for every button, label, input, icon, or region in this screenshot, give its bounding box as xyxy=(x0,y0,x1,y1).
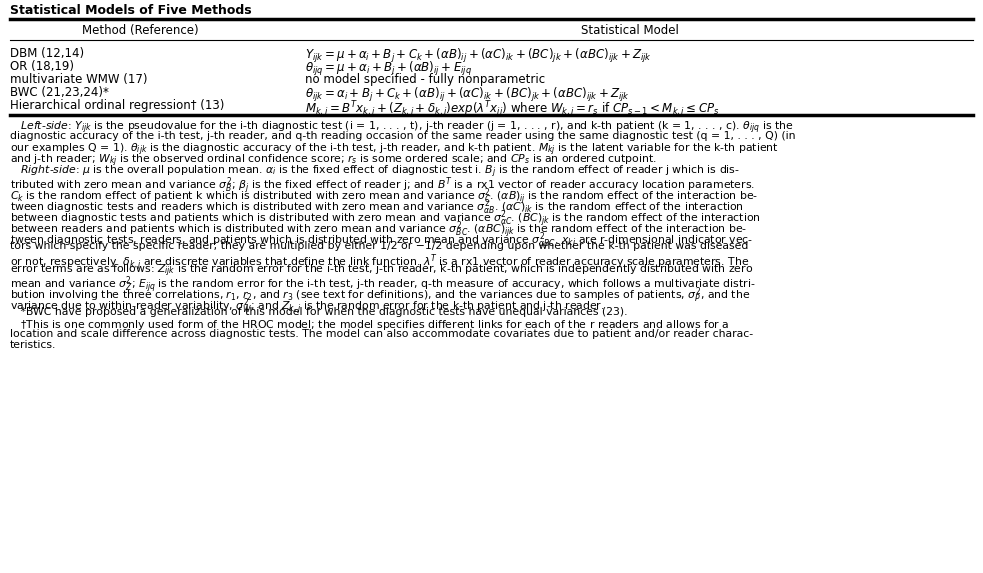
Text: error terms are as follows: $Z_{ijk}$ is the random error for the i-th test, j-t: error terms are as follows: $Z_{ijk}$ is… xyxy=(10,263,753,280)
Text: or not, respectively. $\delta_{k,j}$ are discrete variables that define the link: or not, respectively. $\delta_{k,j}$ are… xyxy=(10,252,749,273)
Text: our examples Q = 1). $\theta_{ijk}$ is the diagnostic accuracy of the i-th test,: our examples Q = 1). $\theta_{ijk}$ is t… xyxy=(10,142,779,158)
Text: bution involving the three correlations, $r_1$, $r_2$, and $r_3$ (see text for d: bution involving the three correlations,… xyxy=(10,285,750,305)
Text: $M_{k,j} = B^Tx_{k,j} + (Z_{k,j} + \delta_{k,j})exp(\lambda^Tx_{ij})$ where $W_{: $M_{k,j} = B^Tx_{k,j} + (Z_{k,j} + \delt… xyxy=(305,99,720,120)
Text: Statistical Model: Statistical Model xyxy=(581,24,679,37)
Text: $\theta_{ijq} = \mu + \alpha_i + B_j + (\alpha B)_{ij} + E_{ijq}$: $\theta_{ijq} = \mu + \alpha_i + B_j + (… xyxy=(305,60,472,78)
Text: tween diagnostic tests and readers which is distributed with zero mean and varia: tween diagnostic tests and readers which… xyxy=(10,197,744,217)
Text: between diagnostic tests and patients which is distributed with zero mean and va: between diagnostic tests and patients wh… xyxy=(10,208,761,229)
Text: tors which specify the specific reader; they are multiplied by either 1/2 or −1/: tors which specify the specific reader; … xyxy=(10,241,748,251)
Text: *BWC have proposed a generalization of this model for when the diagnostic tests : *BWC have proposed a generalization of t… xyxy=(10,307,627,317)
Text: tween diagnostic tests, readers, and patients which is distributed with zero mea: tween diagnostic tests, readers, and pat… xyxy=(10,230,753,251)
Text: $Y_{ijk} = \mu + \alpha_i + B_j + C_k + (\alpha B)_{ij} + (\alpha C)_{ik} + (BC): $Y_{ijk} = \mu + \alpha_i + B_j + C_k + … xyxy=(305,47,652,65)
Text: $\dagger$This is one commonly used form of the HROC model; the model specifies d: $\dagger$This is one commonly used form … xyxy=(10,318,729,332)
Text: between readers and patients which is distributed with zero mean and variance $\: between readers and patients which is di… xyxy=(10,219,747,240)
Text: diagnostic accuracy of the i-th test, j-th reader, and q-th reading occasion of : diagnostic accuracy of the i-th test, j-… xyxy=(10,131,795,141)
Text: Statistical Models of Five Methods: Statistical Models of Five Methods xyxy=(10,4,252,17)
Text: BWC (21,23,24)*: BWC (21,23,24)* xyxy=(10,86,109,99)
Text: no model specified - fully nonparametric: no model specified - fully nonparametric xyxy=(305,73,546,86)
Text: Hierarchical ordinal regression† (13): Hierarchical ordinal regression† (13) xyxy=(10,99,224,112)
Text: $\mathit{Right}$-$\mathit{side}$: $\mu$ is the overall population mean. $\alpha_: $\mathit{Right}$-$\mathit{side}$: $\mu$ … xyxy=(10,164,740,180)
Text: DBM (12,14): DBM (12,14) xyxy=(10,47,85,60)
Text: and j-th reader; $W_{kj}$ is the observed ordinal confidence score; $r_s$ is som: and j-th reader; $W_{kj}$ is the observe… xyxy=(10,153,657,170)
Text: tributed with zero mean and variance $\sigma_B^2$; $\beta_j$ is the fixed effect: tributed with zero mean and variance $\s… xyxy=(10,175,755,196)
Text: variance due to within-reader variability, $\sigma_W^2$; and $Z_{k,j}$ is the ra: variance due to within-reader variabilit… xyxy=(10,296,605,317)
Text: $\theta_{ijk} = \alpha_i + B_j + C_k + (\alpha B)_{ij} + (\alpha C)_{ik} + (BC)_: $\theta_{ijk} = \alpha_i + B_j + C_k + (… xyxy=(305,86,630,104)
Text: location and scale difference across diagnostic tests. The model can also accomm: location and scale difference across dia… xyxy=(10,329,753,339)
Text: $C_k$ is the random effect of patient k which is distributed with zero mean and : $C_k$ is the random effect of patient k … xyxy=(10,186,758,207)
Text: Method (Reference): Method (Reference) xyxy=(82,24,199,37)
Text: multivariate WMW (17): multivariate WMW (17) xyxy=(10,73,147,86)
Text: OR (18,19): OR (18,19) xyxy=(10,60,74,73)
Text: mean and variance $\sigma_Z^2$; $E_{ijq}$ is the random error for the i-th test,: mean and variance $\sigma_Z^2$; $E_{ijq}… xyxy=(10,274,756,295)
Text: $\mathit{Left}$-$\mathit{side}$: $Y_{ijk}$ is the pseudovalue for the i-th diagn: $\mathit{Left}$-$\mathit{side}$: $Y_{ijk… xyxy=(10,120,793,136)
Text: teristics.: teristics. xyxy=(10,340,56,350)
